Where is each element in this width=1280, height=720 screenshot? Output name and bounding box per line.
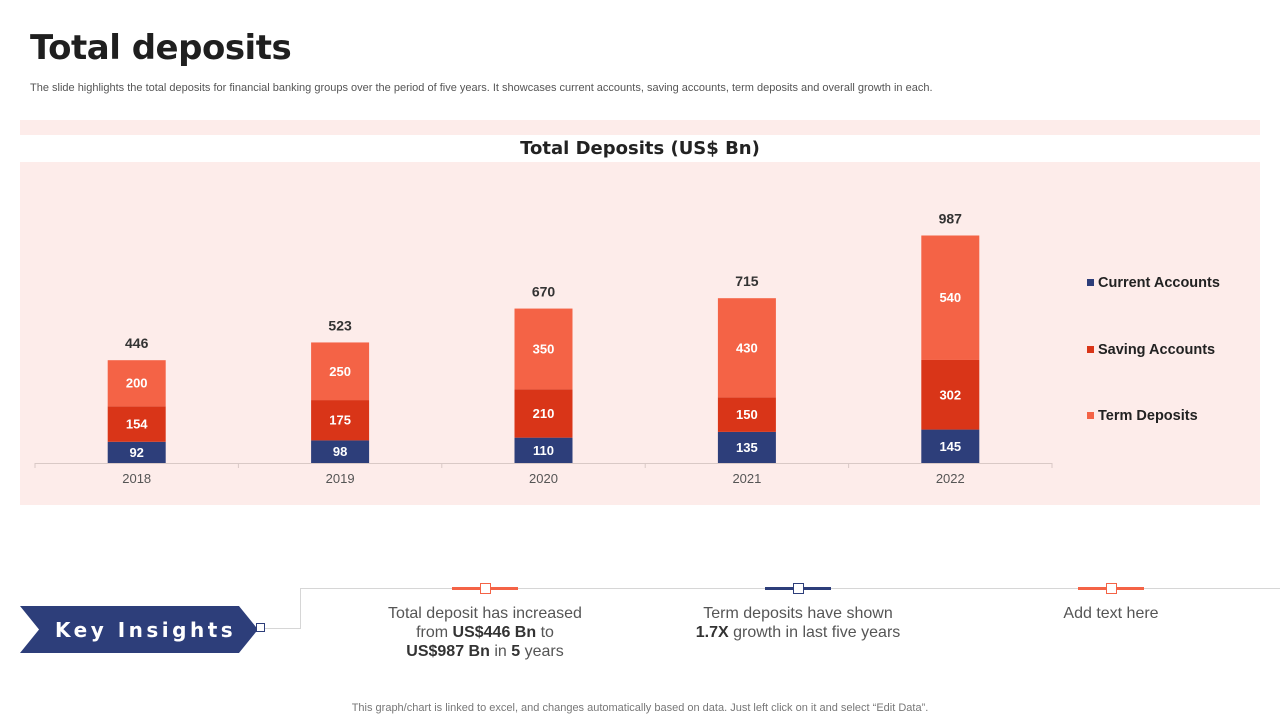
data-label-saving-2020: 210 — [533, 406, 555, 421]
total-label-2018: 446 — [125, 335, 149, 351]
data-label-current-2021: 135 — [736, 440, 758, 455]
bar-current-2022 — [921, 429, 980, 463]
insight-3-marker-box — [1106, 583, 1117, 594]
insight-part: Total deposit has increased — [388, 605, 582, 622]
data-label-term-2022: 540 — [939, 290, 961, 305]
insight-part: US$446 Bn — [452, 624, 537, 641]
total-label-2022: 987 — [939, 210, 963, 226]
data-label-term-2018: 200 — [126, 376, 148, 391]
insight-text-3[interactable]: Add text here — [991, 604, 1231, 623]
data-label-saving-2019: 175 — [329, 413, 351, 428]
data-label-current-2022: 145 — [939, 439, 961, 454]
legend-item-current-accounts: Current Accounts — [1087, 275, 1220, 291]
data-label-saving-2018: 154 — [126, 417, 148, 432]
data-label-current-2018: 92 — [129, 445, 143, 460]
data-label-saving-2022: 302 — [939, 387, 961, 402]
x-tick-label-2019: 2019 — [326, 471, 355, 486]
key-insights-label: Key Insights — [55, 618, 237, 642]
data-label-current-2019: 98 — [333, 444, 347, 459]
insight-text-2[interactable]: Term deposits have shown 1.7X growth in l… — [678, 604, 918, 642]
chart-top-band — [20, 120, 1260, 135]
x-tick-label-2020: 2020 — [529, 471, 558, 486]
x-tick-label-2018: 2018 — [122, 471, 151, 486]
bar-term-2021 — [717, 298, 776, 398]
insight-part: from — [416, 624, 453, 641]
insights-connector-horizontal — [265, 628, 301, 629]
insight-1-marker-box — [480, 583, 491, 594]
x-tick-label-2021: 2021 — [732, 471, 761, 486]
chart-panel[interactable]: 92 154 200 446 2018 98 175 250 523 2019 110 210 350 6… — [20, 162, 1260, 505]
bar-saving-2020 — [514, 389, 573, 438]
data-label-current-2020: 110 — [533, 443, 554, 458]
key-insights-banner — [20, 606, 258, 653]
insight-part: US$987 Bn — [406, 643, 490, 660]
bar-term-2018 — [107, 360, 166, 407]
insight-text-1[interactable]: Total deposit has increased from US$446 B… — [365, 604, 605, 661]
legend-label-saving-accounts: Saving Accounts — [1098, 342, 1216, 358]
footnote: This graph/chart is linked to excel, and… — [351, 702, 929, 714]
data-label-term-2021: 430 — [736, 340, 758, 355]
bar-saving-2018 — [107, 406, 166, 442]
bar-current-2020 — [514, 437, 573, 463]
bar-current-2021 — [717, 431, 776, 463]
legend-swatch-current-accounts — [1087, 278, 1094, 286]
bar-term-2022 — [921, 235, 980, 360]
key-insights-node — [256, 623, 265, 632]
data-label-saving-2021: 150 — [736, 407, 758, 422]
insights-connector-vertical — [300, 588, 301, 629]
insight-part: to — [536, 624, 554, 641]
insight-part: Add text here — [1063, 605, 1159, 622]
page-subtitle: The slide highlights the total deposits … — [30, 82, 933, 94]
bar-saving-2022 — [921, 359, 980, 430]
bar-saving-2019 — [311, 400, 370, 441]
insight-part: in — [489, 643, 512, 660]
bar-saving-2021 — [717, 397, 776, 432]
bar-term-2019 — [311, 342, 370, 401]
stacked-bar-chart[interactable]: 92 154 200 446 2018 98 175 250 523 2019 110 210 350 6… — [20, 162, 1260, 505]
legend-label-current-accounts: Current Accounts — [1098, 275, 1220, 291]
bar-current-2018 — [107, 441, 166, 463]
legend-label-term-deposits: Term Deposits — [1098, 408, 1198, 424]
insight-part: Term deposits have shown — [703, 605, 893, 622]
insight-part: 5 — [511, 643, 521, 660]
bar-current-2019 — [311, 440, 370, 463]
total-label-2019: 523 — [328, 317, 352, 333]
insight-2-marker-box — [793, 583, 804, 594]
legend-swatch-saving-accounts — [1087, 345, 1094, 353]
legend-item-term-deposits: Term Deposits — [1087, 408, 1198, 424]
data-label-term-2019: 250 — [329, 364, 351, 379]
insight-part: growth in last five years — [728, 624, 901, 641]
x-tick-label-2022: 2022 — [936, 471, 965, 486]
data-label-term-2020: 350 — [533, 341, 555, 356]
page-title: Total deposits — [30, 28, 292, 68]
insight-part: years — [520, 643, 564, 660]
chart-title: Total Deposits (US$ Bn) — [520, 138, 760, 159]
total-label-2020: 670 — [532, 284, 556, 300]
total-label-2021: 715 — [735, 273, 759, 289]
insight-part: 1.7X — [695, 624, 729, 641]
bar-term-2020 — [514, 308, 573, 390]
legend-item-saving-accounts: Saving Accounts — [1087, 342, 1215, 358]
legend-swatch-term-deposits — [1087, 411, 1094, 419]
